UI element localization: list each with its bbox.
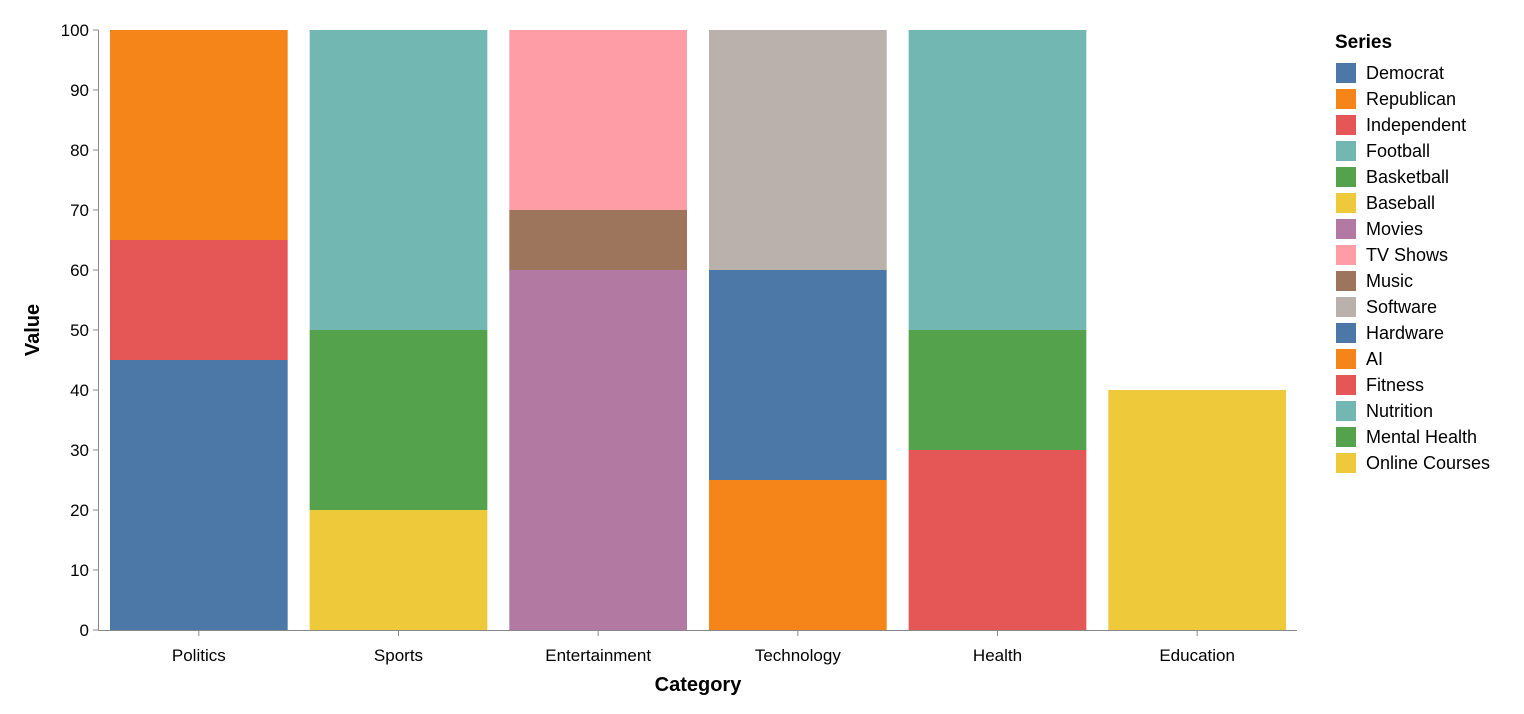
legend-label: Independent [1366, 115, 1466, 135]
legend-label: Movies [1366, 219, 1423, 239]
legend-label: Software [1366, 297, 1437, 317]
legend-label: TV Shows [1366, 245, 1448, 265]
x-tick-label: Technology [755, 646, 842, 665]
legend-swatch [1336, 453, 1356, 473]
x-tick-label: Entertainment [545, 646, 651, 665]
bar-sports-baseball [309, 510, 488, 630]
y-tick-label: 10 [70, 561, 89, 580]
legend-swatch [1336, 297, 1356, 317]
legend-swatch [1336, 89, 1356, 109]
legend-title: Series [1335, 32, 1392, 53]
legend-swatch [1336, 63, 1356, 83]
bar-technology-hardware [708, 270, 887, 480]
bar-entertainment-music [509, 210, 688, 270]
legend-label: Republican [1366, 89, 1456, 109]
legend-label: AI [1366, 349, 1383, 369]
y-axis: 0 10 20 30 40 50 60 70 80 90 100 [61, 21, 99, 640]
legend-label: Fitness [1366, 375, 1424, 395]
legend-swatch [1336, 375, 1356, 395]
x-axis-title: Category [655, 674, 743, 696]
legend-label: Music [1366, 271, 1413, 291]
bar-politics-democrat [109, 360, 288, 630]
legend-swatch [1336, 141, 1356, 161]
y-tick-label: 20 [70, 501, 89, 520]
y-axis-title: Value [22, 304, 44, 356]
y-tick-label: 0 [80, 621, 89, 640]
bars-layer [109, 30, 1287, 630]
x-tick-label: Education [1159, 646, 1235, 665]
x-tick-label: Sports [374, 646, 423, 665]
bar-health-nutrition [908, 30, 1087, 330]
legend-swatch [1336, 219, 1356, 239]
legend-swatch [1336, 271, 1356, 291]
bar-sports-football [309, 30, 488, 330]
y-tick-label: 80 [70, 141, 89, 160]
y-tick-label: 40 [70, 381, 89, 400]
y-tick-label: 70 [70, 201, 89, 220]
bar-politics-independent [109, 240, 288, 360]
bar-entertainment-movies [509, 270, 688, 630]
legend-label: Mental Health [1366, 427, 1477, 447]
x-tick-label: Health [973, 646, 1022, 665]
bar-education-online-courses [1108, 390, 1287, 630]
legend-label: Nutrition [1366, 401, 1433, 421]
legend-swatch [1336, 167, 1356, 187]
x-tick-label: Politics [172, 646, 226, 665]
legend-swatch [1336, 349, 1356, 369]
bar-technology-software [708, 30, 887, 270]
legend: Series Democrat Republican Independent Foot… [1335, 32, 1490, 473]
x-axis: Politics Sports Entertainment Technology Hea… [98, 630, 1297, 665]
y-tick-label: 30 [70, 441, 89, 460]
y-tick-label: 60 [70, 261, 89, 280]
bar-health-fitness [908, 450, 1087, 630]
bar-technology-ai [708, 480, 887, 630]
y-tick-label: 100 [61, 21, 89, 40]
legend-swatch [1336, 401, 1356, 421]
y-tick-label: 90 [70, 81, 89, 100]
legend-label: Democrat [1366, 63, 1444, 83]
legend-label: Baseball [1366, 193, 1435, 213]
legend-label: Basketball [1366, 167, 1449, 187]
legend-swatch [1336, 115, 1356, 135]
bar-health-mental-health [908, 330, 1087, 450]
bar-entertainment-tv-shows [509, 30, 688, 210]
bar-sports-basketball [309, 330, 488, 510]
legend-swatch [1336, 323, 1356, 343]
legend-swatch [1336, 193, 1356, 213]
y-tick-label: 50 [70, 321, 89, 340]
legend-label: Football [1366, 141, 1430, 161]
legend-swatch [1336, 427, 1356, 447]
legend-label: Online Courses [1366, 453, 1490, 473]
legend-label: Hardware [1366, 323, 1444, 343]
legend-swatch [1336, 245, 1356, 265]
bar-politics-republican [109, 30, 288, 240]
